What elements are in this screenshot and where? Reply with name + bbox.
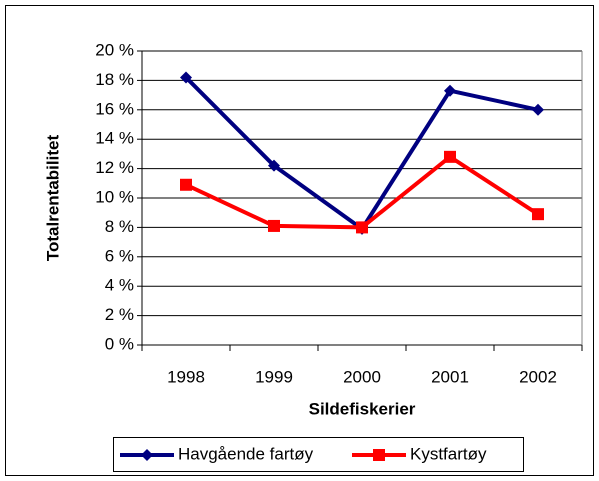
- data-point: [532, 208, 544, 221]
- y-tick-label: 0 %: [105, 334, 134, 353]
- data-point: [532, 103, 544, 116]
- legend-marker: [373, 449, 385, 461]
- chart-frame: [5, 5, 594, 476]
- y-tick-label: 20 %: [95, 40, 134, 59]
- data-point: [180, 178, 192, 191]
- x-tick-label: 2000: [343, 367, 381, 386]
- x-tick-label: 2001: [431, 367, 469, 386]
- y-tick-label: 8 %: [105, 217, 134, 236]
- y-axis-title: Totalrentabilitet: [43, 135, 62, 262]
- data-point: [356, 221, 368, 234]
- x-axis-title: Sildefiskerier: [309, 399, 416, 418]
- y-tick-label: 12 %: [95, 158, 134, 177]
- legend-label: Kystfartøy: [410, 444, 487, 463]
- data-point: [444, 84, 456, 97]
- data-point: [268, 219, 280, 232]
- y-tick-label: 16 %: [95, 99, 134, 118]
- x-tick-label: 1998: [167, 367, 205, 386]
- x-tick-label: 2002: [519, 367, 557, 386]
- y-tick-label: 18 %: [95, 70, 134, 89]
- legend-box: [113, 437, 524, 472]
- legend-marker: [141, 449, 153, 461]
- data-point: [180, 71, 192, 84]
- legend-label: Havgående fartøy: [178, 444, 314, 463]
- data-point: [268, 159, 280, 172]
- y-tick-label: 14 %: [95, 129, 134, 148]
- x-tick-label: 1999: [255, 367, 293, 386]
- data-point: [444, 150, 456, 163]
- y-tick-label: 4 %: [105, 276, 134, 295]
- y-tick-label: 2 %: [105, 305, 134, 324]
- y-tick-label: 6 %: [105, 246, 134, 265]
- y-tick-label: 10 %: [95, 187, 134, 206]
